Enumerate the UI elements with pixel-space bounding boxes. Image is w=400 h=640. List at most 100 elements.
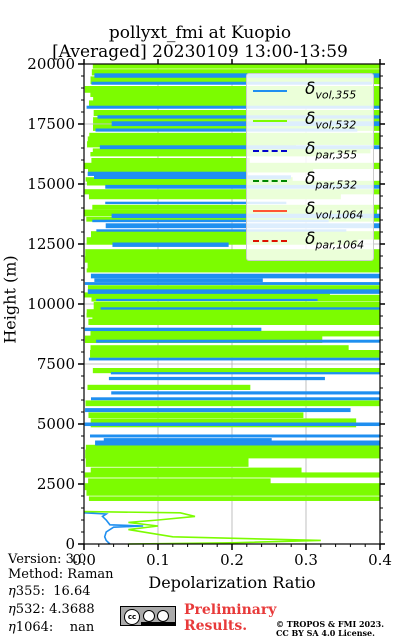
noise-band-532 <box>88 478 271 486</box>
noise-band-532 <box>90 350 380 358</box>
noise-band-355 <box>111 121 380 127</box>
chart-legend: δvol,355 δvol,532 δpar,355 δpar,532 δvol,106… <box>246 73 374 261</box>
preliminary-results-note: Preliminary Results. <box>184 602 277 634</box>
cc-icon: cc <box>124 609 140 625</box>
noise-band-355 <box>111 391 380 395</box>
noise-band-532 <box>84 162 381 170</box>
noise-band-355 <box>105 184 380 189</box>
legend-label: δpar,532 <box>305 169 358 192</box>
noise-band-355 <box>90 434 380 438</box>
cc-bar <box>141 622 175 625</box>
noise-band-532 <box>87 262 380 269</box>
noise-band-532 <box>86 216 380 222</box>
legend-label: δvol,355 <box>305 79 357 102</box>
noise-band-532 <box>88 192 341 200</box>
legend-label: δvol,532 <box>305 109 357 132</box>
noise-band-532 <box>84 335 323 344</box>
noise-band-532 <box>88 496 381 501</box>
noise-band-532 <box>87 384 251 390</box>
noise-band-532 <box>86 180 381 186</box>
license-text: © TROPOS & FMI 2023. CC BY SA 4.0 Licens… <box>276 619 385 638</box>
by-icon <box>143 610 155 622</box>
noise-band-532 <box>84 86 380 93</box>
noise-band-532 <box>84 189 381 195</box>
y-tick-label: 7500 <box>37 355 75 373</box>
eta1064-text: η1064: nan <box>8 620 95 635</box>
noise-band-355 <box>94 175 291 180</box>
noise-band-532 <box>92 64 380 69</box>
legend-swatch <box>253 120 287 122</box>
noise-band-532 <box>90 345 349 352</box>
noise-band-355 <box>95 440 380 446</box>
noise-band-355 <box>96 339 380 343</box>
noise-band-532 <box>85 458 249 467</box>
legend-swatch <box>253 240 287 242</box>
legend-item-vol-355: δvol,355 <box>253 78 371 104</box>
noise-band-532 <box>90 467 302 475</box>
noise-band-532 <box>93 110 380 117</box>
noise-band-532 <box>85 444 380 452</box>
x-tick-label: 0.3 <box>294 551 318 569</box>
noise-band-532 <box>84 256 380 263</box>
noise-band-355 <box>94 73 381 78</box>
noise-band-532 <box>92 124 380 131</box>
legend-item-vol-532: δvol,532 <box>253 108 371 134</box>
noise-band-532 <box>85 177 293 182</box>
noise-band-532 <box>90 231 381 240</box>
noise-band-355 <box>99 145 381 150</box>
y-tick-label: 12500 <box>27 235 75 253</box>
noise-band-532 <box>90 152 330 157</box>
noise-band-532 <box>92 315 380 322</box>
series-line-vol-532 <box>83 510 321 545</box>
noise-band-532 <box>88 318 380 325</box>
y-tick-label: 5000 <box>37 415 75 433</box>
legend-swatch <box>253 90 287 92</box>
noise-band-355 <box>103 438 272 441</box>
legend-item-vol-1064: δvol,1064 <box>253 198 371 224</box>
noise-band-355 <box>96 229 347 232</box>
y-tick-label: 15000 <box>27 175 75 193</box>
noise-band-355 <box>90 273 381 279</box>
noise-band-532 <box>91 158 250 166</box>
noise-band-532 <box>85 449 381 459</box>
noise-band-532 <box>91 294 381 302</box>
noise-band-355 <box>87 171 248 176</box>
noise-band-532 <box>88 412 304 419</box>
noise-band-532 <box>92 148 371 154</box>
noise-band-532 <box>84 472 381 478</box>
eta355-text: η355: 16.64 <box>8 584 91 599</box>
legend-label: δvol,1064 <box>305 199 364 222</box>
legend-label: δpar,1064 <box>305 229 365 252</box>
noise-band-355 <box>92 219 329 223</box>
sa-icon <box>157 610 169 622</box>
noise-band-355 <box>84 282 380 285</box>
y-tick-label: 17500 <box>27 115 75 133</box>
legend-item-par-355: δpar,355 <box>253 138 371 164</box>
noise-band-532 <box>86 237 359 245</box>
noise-band-355 <box>108 376 325 381</box>
noise-band-355 <box>105 223 381 229</box>
y-tick-label: 10000 <box>27 295 75 313</box>
noise-band-532 <box>89 132 381 138</box>
noise-band-355 <box>97 115 380 119</box>
noise-band-532 <box>88 166 314 173</box>
noise-band-532 <box>93 117 381 124</box>
cc-license-logo: cc <box>120 606 176 626</box>
noise-band-532 <box>92 204 380 210</box>
noise-band-532 <box>92 368 381 374</box>
method-text: Method: Raman <box>8 567 114 582</box>
x-tick-label: 0.1 <box>146 551 170 569</box>
legend-item-par-532: δpar,532 <box>253 168 371 194</box>
noise-band-532 <box>84 209 378 217</box>
legend-swatch <box>253 210 287 212</box>
noise-band-532 <box>93 95 380 105</box>
x-tick-label: 0.0 <box>72 551 96 569</box>
x-tick-label: 0.4 <box>368 551 392 569</box>
noise-band-532 <box>86 489 381 496</box>
eta532-text: η532: 4.3688 <box>8 602 95 617</box>
noise-band-355 <box>88 357 380 361</box>
noise-band-532 <box>86 268 381 273</box>
y-axis-label: Height (m) <box>0 255 20 344</box>
noise-band-355 <box>112 242 229 247</box>
legend-label: δpar,355 <box>305 139 358 162</box>
